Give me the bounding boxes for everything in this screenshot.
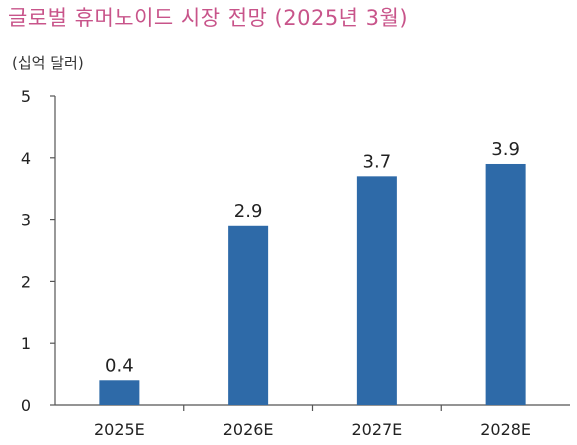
data-label: 2.9 (234, 201, 263, 222)
bar-2027E (356, 176, 397, 405)
x-tick-label: 2025E (94, 420, 145, 439)
bar-2028E (485, 163, 526, 405)
y-tick-label: 4 (21, 149, 31, 168)
y-tick-label: 3 (21, 211, 31, 230)
data-label: 0.4 (105, 355, 134, 376)
y-tick-label: 1 (21, 334, 31, 353)
y-tick-label: 0 (21, 396, 31, 415)
bar-2026E (228, 225, 269, 405)
y-tick-label: 5 (21, 87, 31, 106)
y-tick-label: 2 (21, 272, 31, 291)
x-tick-label: 2027E (351, 420, 402, 439)
x-tick-label: 2028E (480, 420, 531, 439)
bar-2025E (99, 380, 140, 405)
x-tick-label: 2026E (223, 420, 274, 439)
chart-title: 글로벌 휴머노이드 시장 전망 (2025년 3월) (8, 6, 409, 30)
data-label: 3.7 (363, 151, 392, 172)
data-label: 3.9 (491, 139, 520, 160)
unit-label: (십억 달러) (12, 54, 84, 72)
